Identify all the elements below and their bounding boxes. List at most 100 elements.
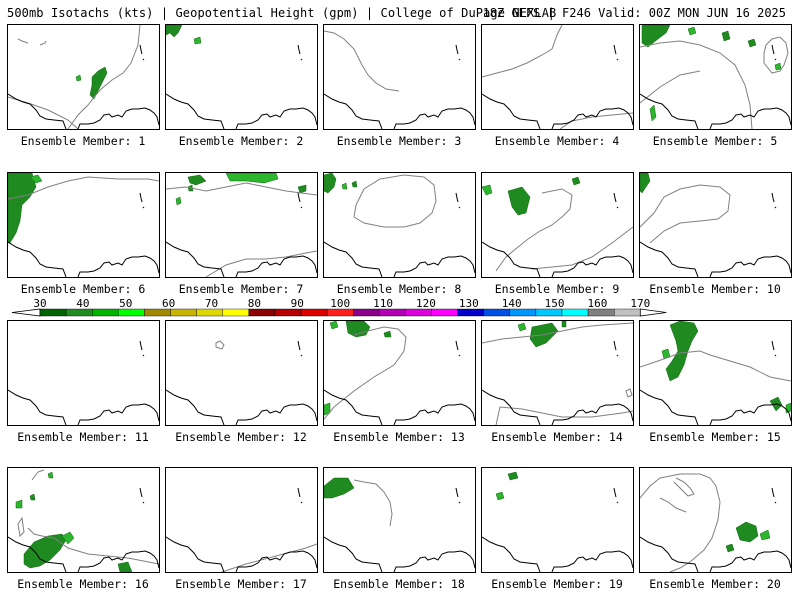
member-map-canvas (482, 321, 633, 425)
ensemble-member-label: Ensemble Member: 12 (175, 430, 307, 444)
ensemble-member-label: Ensemble Member: 20 (649, 577, 781, 591)
colorbar-cell (326, 308, 354, 317)
ensemble-member-label: Ensemble Member: 6 (20, 282, 146, 296)
isotach-wind-area (507, 471, 519, 481)
ensemble-member-2-map (165, 24, 318, 130)
ensemble-member-7-map (165, 172, 318, 278)
geopotential-height-contour (763, 36, 789, 74)
ensemble-member-8-map (323, 172, 476, 278)
island-outline (139, 487, 145, 504)
run-valid-time: 18Z GEFS | F246 Valid: 00Z MON JUN 16 20… (482, 6, 786, 20)
ensemble-member-label: Ensemble Member: 4 (494, 134, 620, 148)
coastline (166, 536, 317, 572)
geopotential-height-contour (8, 176, 159, 200)
colorbar-tick-label: 120 (415, 297, 436, 310)
colorbar-tick-label: 150 (544, 297, 565, 310)
island-outline (455, 487, 461, 504)
geopotential-height-contour (353, 479, 393, 527)
coastline (8, 241, 159, 277)
colorbar-cell (274, 308, 302, 317)
island-outline (613, 487, 619, 504)
member-map-canvas (166, 487, 317, 572)
geopotential-height-contour (640, 473, 721, 572)
ensemble-member-label: Ensemble Member: 1 (20, 134, 146, 148)
colorbar-tick-label: 60 (162, 297, 176, 310)
ensemble-member-label: Ensemble Member: 7 (178, 282, 304, 296)
geopotential-height-contour (8, 96, 79, 129)
isotach-wind-area (297, 184, 307, 194)
member-map-canvas (640, 173, 791, 277)
ensemble-member-20-map (639, 467, 792, 573)
geopotential-height-contour (482, 25, 563, 78)
geopotential-height-contour (659, 497, 687, 513)
ensemble-member-18-map (323, 467, 476, 573)
colorbar-tick-label: 160 (587, 297, 608, 310)
ensemble-member-label: Ensemble Member: 14 (491, 430, 623, 444)
isotach-wind-area (571, 176, 581, 186)
coastline (482, 536, 633, 572)
ensemble-member-label: Ensemble Member: 8 (336, 282, 462, 296)
ensemble-member-label: Ensemble Member: 9 (494, 282, 620, 296)
isotach-wind-area (225, 173, 279, 184)
island-outline (771, 44, 777, 61)
geopotential-height-contour (640, 350, 791, 382)
geopotential-height-contour (640, 70, 701, 104)
member-map-canvas (482, 176, 633, 277)
isotach-wind-area (735, 521, 759, 543)
colorbar-tick-label: 40 (76, 297, 90, 310)
coastline (324, 93, 475, 129)
colorbar-cell (561, 308, 589, 317)
coastline (640, 241, 791, 277)
colorbar-tick-label: 50 (119, 297, 133, 310)
geopotential-height-contour (221, 543, 317, 572)
colorbar-cell (65, 308, 93, 317)
isotach-wind-area (175, 196, 182, 206)
ensemble-member-11-map (7, 320, 160, 426)
colorbar-cell (248, 308, 276, 317)
colorbar-cell (535, 308, 563, 317)
isotach-wind-area (75, 74, 82, 82)
ensemble-member-6-map (7, 172, 160, 278)
colorbar-cell (509, 308, 537, 317)
ensemble-member-label: Ensemble Member: 19 (491, 577, 623, 591)
member-map-canvas (8, 25, 159, 129)
island-outline (455, 44, 461, 61)
colorbar-cell (222, 308, 249, 317)
geopotential-height-contour (353, 174, 437, 228)
coastline (640, 536, 791, 572)
island-outline (297, 340, 303, 357)
isotach-wind-area (759, 529, 771, 541)
member-map-canvas (166, 25, 317, 129)
island-outline (139, 340, 145, 357)
colorbar-cell (431, 308, 458, 317)
isotach-wind-area (507, 186, 531, 216)
colorbar-cell (379, 308, 406, 317)
member-map-canvas (640, 321, 791, 425)
colorbar-min-arrow (11, 308, 41, 317)
ensemble-member-label: Ensemble Member: 13 (333, 430, 465, 444)
island-outline (455, 340, 461, 357)
isotach-wind-area (29, 174, 43, 184)
isotach-wind-area (345, 321, 371, 338)
ensemble-member-15-map (639, 320, 792, 426)
coastline (8, 389, 159, 425)
member-map-canvas (324, 477, 475, 572)
isotach-wind-area (649, 104, 657, 122)
geopotential-height-contour (640, 184, 731, 244)
isotach-wind-area (351, 180, 358, 188)
member-map-canvas (324, 30, 475, 129)
ensemble-member-3-map (323, 24, 476, 130)
geopotential-height-contour (495, 188, 573, 272)
geopotential-height-contour (215, 340, 225, 350)
colorbar-tick-label: 100 (330, 297, 351, 310)
member-map-canvas (482, 25, 633, 129)
member-map-canvas (166, 340, 317, 425)
geopotential-height-contour (625, 388, 633, 398)
member-map-canvas (324, 321, 475, 425)
colorbar-cell (144, 308, 171, 317)
member-map-canvas (640, 473, 791, 572)
colorbar-cell (91, 308, 119, 317)
isotach-wind-area (747, 38, 757, 48)
coastline (324, 536, 475, 572)
ensemble-member-label: Ensemble Member: 18 (333, 577, 465, 591)
